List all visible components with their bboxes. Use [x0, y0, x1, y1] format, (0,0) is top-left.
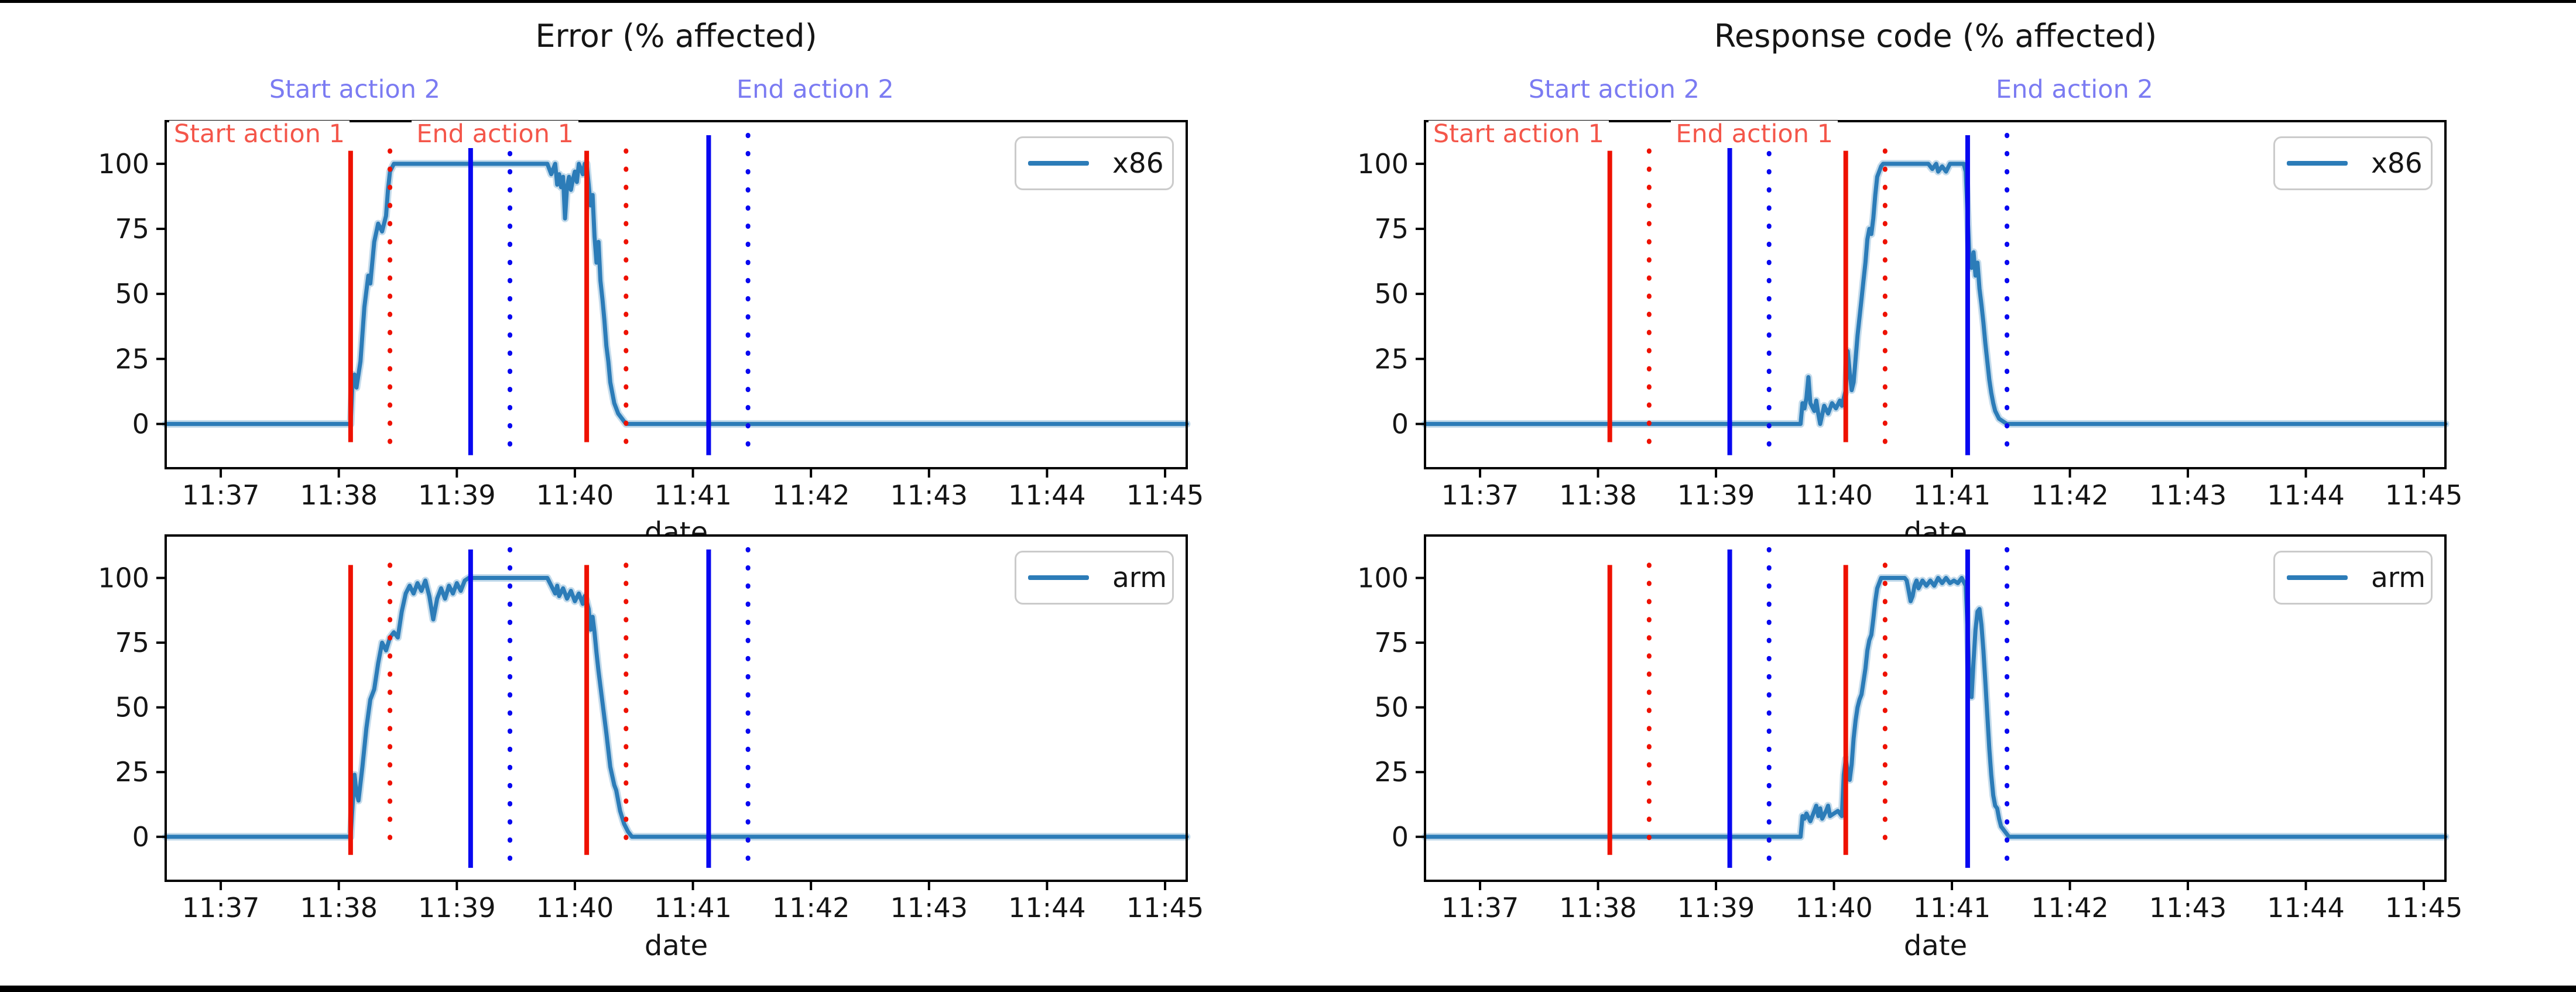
x-tick-label: 11:42: [2031, 892, 2109, 924]
legend-label: x86: [2371, 147, 2423, 180]
top-border: [0, 0, 2576, 3]
x-tick-label: 11:37: [182, 479, 260, 511]
x-tick-label: 11:44: [1008, 479, 1086, 511]
series-line-arm: [1423, 576, 2448, 839]
x-tick-label: 11:38: [300, 479, 378, 511]
y-tick-label: 100: [98, 148, 149, 180]
x-tick-label: 11:40: [536, 892, 614, 924]
annotation-end-action-2: End action 2: [737, 75, 894, 104]
x-tick-label: 11:42: [772, 892, 850, 924]
y-tick-label: 25: [115, 343, 149, 375]
series-line-x86: [163, 162, 1189, 426]
legend-label: arm: [1112, 561, 1167, 594]
annotation-end-action-2: End action 2: [1996, 75, 2153, 104]
x-tick-label: 11:38: [1559, 892, 1637, 924]
y-tick-label: 0: [132, 408, 149, 440]
y-tick-label: 50: [1374, 692, 1409, 723]
annotation-end-action-1: End action 1: [1671, 120, 1838, 149]
y-tick-label: 50: [115, 278, 149, 310]
legend-box: arm: [1015, 551, 1174, 605]
x-tick-label: 11:42: [2031, 479, 2109, 511]
annotation-start-action-2: Start action 2: [1528, 75, 1700, 104]
x-tick-label: 11:45: [2385, 892, 2463, 924]
x-tick-label: 11:41: [1913, 479, 1991, 511]
y-tick-label: 75: [115, 213, 149, 245]
legend-label: x86: [1112, 147, 1164, 180]
x-tick-label: 11:44: [2267, 892, 2345, 924]
xlabel-bottom-right: date: [1903, 929, 1968, 962]
legend-box: x86: [1015, 136, 1174, 190]
annotation-end-action-1: End action 1: [412, 120, 578, 149]
x-tick-label: 11:39: [1677, 479, 1755, 511]
x-tick-label: 11:40: [1795, 892, 1873, 924]
annotation-start-action-1: Start action 1: [169, 120, 350, 149]
xlabel-bottom-left: date: [644, 929, 708, 962]
series-line-arm: [163, 576, 1189, 839]
x-tick-label: 11:38: [1559, 479, 1637, 511]
legend-line-sample: [1028, 575, 1089, 580]
legend-line-sample: [1028, 161, 1089, 166]
x-tick-label: 11:39: [418, 892, 496, 924]
x-tick-label: 11:43: [2149, 892, 2227, 924]
x-tick-label: 11:39: [1677, 892, 1755, 924]
x-tick-label: 11:44: [1008, 892, 1086, 924]
x-tick-label: 11:40: [1795, 479, 1873, 511]
y-tick-label: 0: [1392, 821, 1409, 853]
legend-line-sample: [2287, 161, 2348, 166]
x-tick-label: 11:42: [772, 479, 850, 511]
x-tick-label: 11:41: [654, 892, 732, 924]
x-tick-label: 11:45: [2385, 479, 2463, 511]
x-tick-label: 11:37: [1441, 892, 1519, 924]
bottom-border: [0, 986, 2576, 992]
y-tick-label: 75: [1374, 213, 1409, 245]
x-tick-label: 11:37: [182, 892, 260, 924]
legend-label: arm: [2371, 561, 2426, 594]
annotation-start-action-1: Start action 1: [1428, 120, 1609, 149]
x-tick-label: 11:41: [654, 479, 732, 511]
x-tick-label: 11:45: [1126, 479, 1204, 511]
legend-box: arm: [2273, 551, 2433, 605]
title-response-code: Response code (% affected): [1714, 18, 2157, 54]
x-tick-label: 11:43: [890, 892, 968, 924]
x-tick-label: 11:38: [300, 892, 378, 924]
x-tick-label: 11:41: [1913, 892, 1991, 924]
y-tick-label: 25: [115, 756, 149, 788]
annotation-start-action-2: Start action 2: [269, 75, 440, 104]
y-tick-label: 50: [115, 692, 149, 723]
legend-line-sample: [2287, 575, 2348, 580]
y-tick-label: 0: [132, 821, 149, 853]
y-tick-label: 25: [1374, 343, 1409, 375]
y-tick-label: 75: [1374, 627, 1409, 658]
series-line-x86: [1423, 162, 2448, 426]
x-tick-label: 11:44: [2267, 479, 2345, 511]
y-tick-label: 100: [98, 562, 149, 594]
legend-box: x86: [2273, 136, 2433, 190]
x-tick-label: 11:43: [2149, 479, 2227, 511]
y-tick-label: 25: [1374, 756, 1409, 788]
y-tick-label: 100: [1357, 148, 1409, 180]
y-tick-label: 50: [1374, 278, 1409, 310]
x-tick-label: 11:37: [1441, 479, 1519, 511]
x-tick-label: 11:43: [890, 479, 968, 511]
x-tick-label: 11:39: [418, 479, 496, 511]
x-tick-label: 11:45: [1126, 892, 1204, 924]
title-error: Error (% affected): [535, 18, 817, 54]
y-tick-label: 0: [1392, 408, 1409, 440]
y-tick-label: 75: [115, 627, 149, 658]
x-tick-label: 11:40: [536, 479, 614, 511]
y-tick-label: 100: [1357, 562, 1409, 594]
